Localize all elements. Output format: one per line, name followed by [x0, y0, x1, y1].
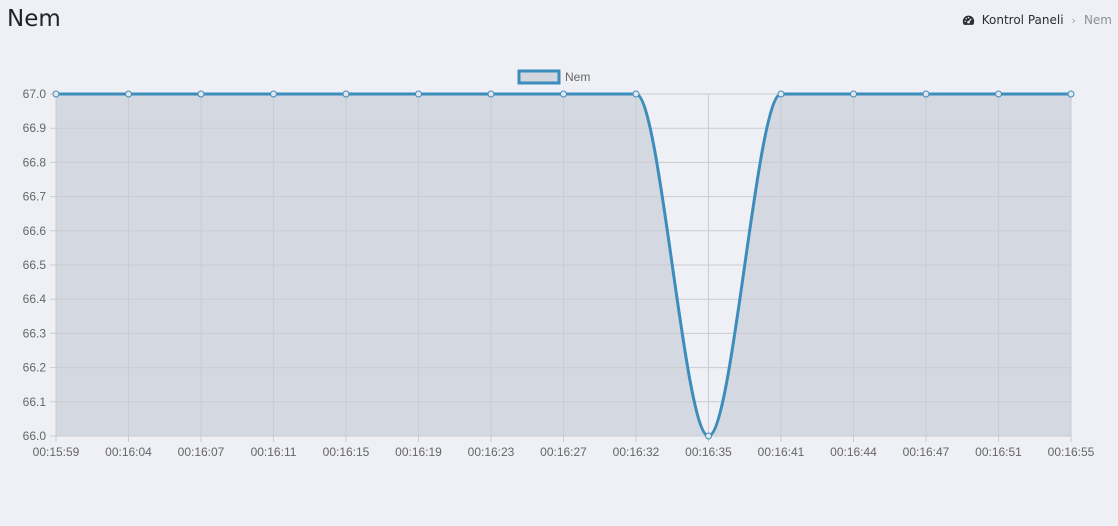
- data-point: [270, 90, 277, 98]
- breadcrumb-separator: ›: [1071, 13, 1076, 27]
- breadcrumb-current: Nem: [1083, 13, 1112, 27]
- legend-label: Nem: [565, 70, 590, 84]
- data-point: [487, 90, 495, 98]
- breadcrumb-home-link[interactable]: Kontrol Paneli: [981, 13, 1064, 27]
- x-tick-label: 00:16:44: [830, 445, 877, 459]
- y-tick-label: 66.9: [23, 121, 47, 135]
- y-tick-label: 66.5: [23, 258, 47, 272]
- x-tick-label: 00:16:23: [468, 445, 515, 459]
- y-tick-label: 66.4: [23, 292, 47, 306]
- y-tick-label: 67.0: [23, 87, 47, 101]
- data-point: [125, 90, 132, 98]
- x-tick-label: 00:16:55: [1048, 445, 1095, 459]
- x-tick-label: 00:16:32: [613, 445, 660, 459]
- data-point: [705, 432, 712, 440]
- x-tick-label: 00:16:19: [395, 445, 442, 459]
- data-point: [415, 90, 422, 98]
- x-tick-label: 00:16:27: [540, 445, 587, 459]
- chart-legend: Nem: [517, 69, 590, 85]
- data-point: [995, 90, 1002, 98]
- data-point: [632, 90, 640, 98]
- data-point: [560, 90, 567, 98]
- data-point: [777, 90, 785, 98]
- y-tick-label: 66.0: [23, 429, 47, 443]
- x-tick-label: 00:16:15: [323, 445, 370, 459]
- y-tick-label: 66.1: [23, 395, 47, 409]
- x-tick-label: 00:16:04: [105, 445, 152, 459]
- x-tick-label: 00:16:35: [685, 445, 732, 459]
- x-tick-label: 00:15:59: [33, 445, 80, 459]
- x-tick-label: 00:16:07: [178, 445, 225, 459]
- data-point: [850, 90, 857, 98]
- data-point: [52, 90, 60, 98]
- dashboard-icon: [962, 14, 975, 27]
- data-point: [197, 90, 205, 98]
- breadcrumb: Kontrol Paneli › Nem: [962, 13, 1112, 27]
- data-point: [922, 90, 930, 98]
- y-tick-label: 66.6: [23, 224, 47, 238]
- legend-swatch: [517, 69, 561, 85]
- y-tick-label: 66.8: [23, 155, 47, 169]
- x-tick-label: 00:16:41: [758, 445, 805, 459]
- data-point: [1067, 90, 1075, 98]
- y-tick-label: 66.3: [23, 326, 47, 340]
- y-tick-label: 66.7: [23, 190, 47, 204]
- x-tick-label: 00:16:47: [903, 445, 950, 459]
- x-tick-label: 00:16:51: [975, 445, 1022, 459]
- x-tick-label: 00:16:11: [251, 445, 297, 459]
- y-tick-label: 66.2: [23, 361, 47, 375]
- page-title: Nem: [7, 6, 61, 32]
- data-point: [342, 90, 350, 98]
